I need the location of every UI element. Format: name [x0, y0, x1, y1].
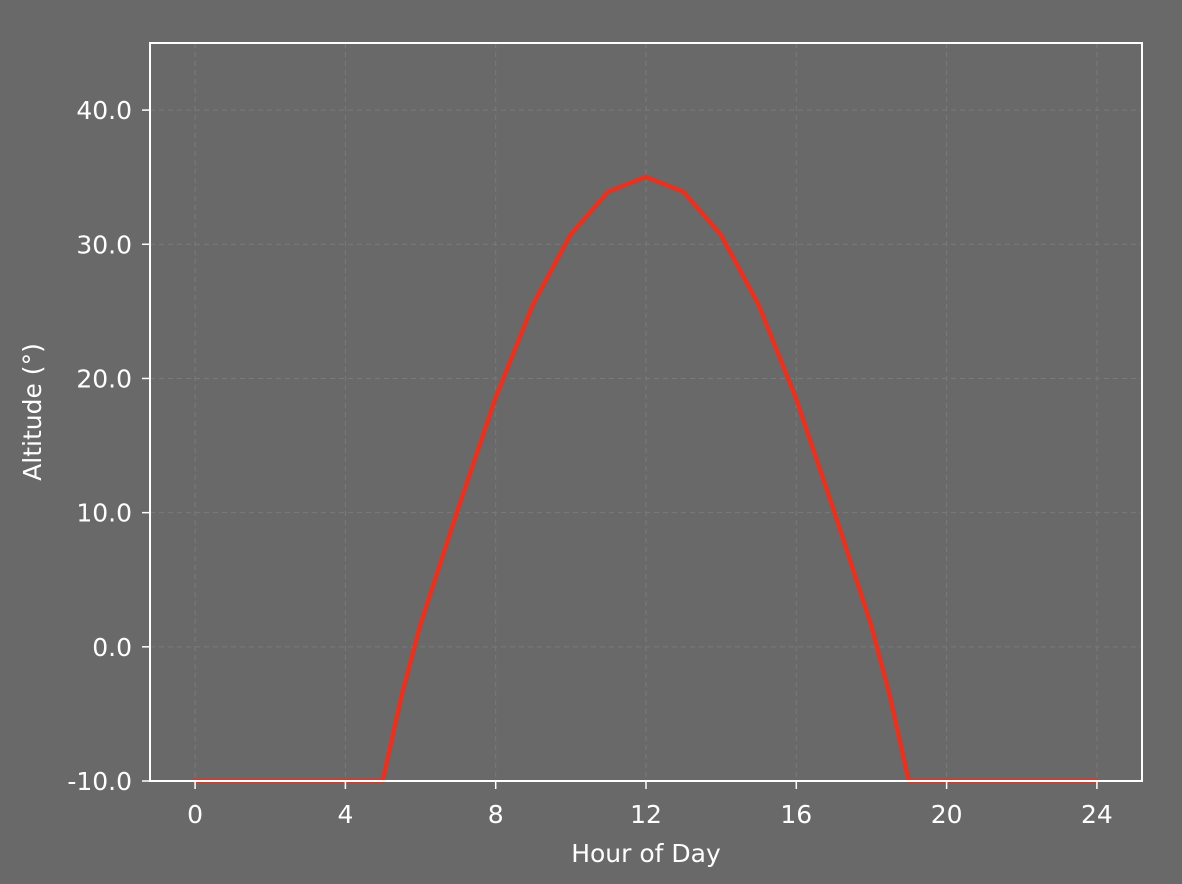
x-tick-label-0: 0	[187, 800, 203, 829]
y-tick-label-20.0: 20.0	[76, 364, 132, 393]
grid-lines	[150, 43, 1142, 782]
x-tick-label-12: 12	[630, 800, 662, 829]
x-tick-label-16: 16	[780, 800, 812, 829]
y-tick-label-10.0: 10.0	[76, 499, 132, 528]
y-axis-title: Altitude (°)	[18, 343, 47, 481]
x-tick-label-4: 4	[337, 800, 353, 829]
y-tick-label-30.0: 30.0	[76, 230, 132, 259]
axis-ticks: 0 4 8 12 16 20 24 -10.0 0.0 10.0 20.0 30.0 40.0	[67, 96, 1113, 829]
x-axis-title: Hour of Day	[571, 839, 721, 868]
x-tick-label-20: 20	[931, 800, 963, 829]
y-tick-label-40.0: 40.0	[76, 96, 132, 125]
y-tick-label--10.0: -10.0	[67, 767, 132, 796]
x-tick-label-24: 24	[1081, 800, 1113, 829]
y-tick-label-0.0: 0.0	[92, 633, 132, 662]
x-tick-label-8: 8	[488, 800, 504, 829]
